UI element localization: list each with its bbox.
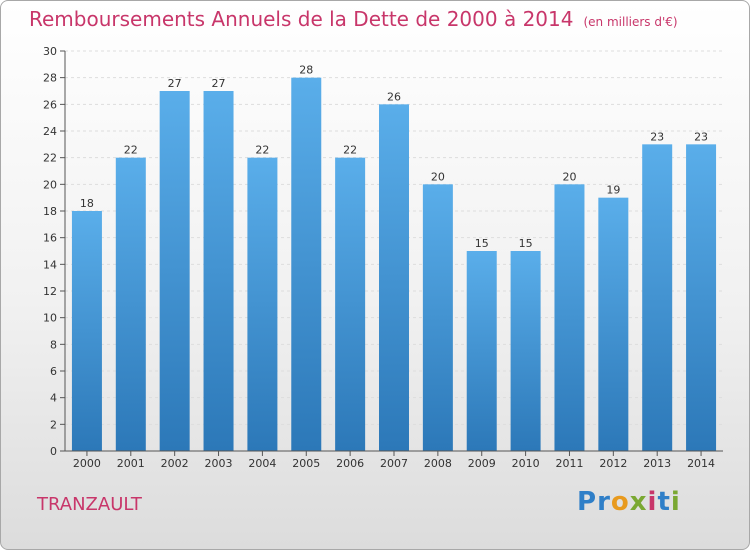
value-label: 22 <box>255 144 269 157</box>
brand-letter: x <box>629 487 648 517</box>
bar-2014 <box>686 144 717 452</box>
value-label: 28 <box>299 64 313 77</box>
x-tick-label: 2009 <box>468 457 496 470</box>
y-tick-label: 0 <box>50 445 57 458</box>
bar-2004 <box>247 157 278 451</box>
value-label: 26 <box>387 90 401 103</box>
bar-2006 <box>335 157 366 451</box>
y-tick-label: 26 <box>43 98 57 111</box>
value-label: 27 <box>168 77 182 90</box>
bar-2013 <box>642 144 673 452</box>
bars <box>71 77 717 452</box>
y-tick-label: 4 <box>50 392 57 405</box>
x-tick-label: 2013 <box>643 457 671 470</box>
brand-letter: P <box>577 487 598 517</box>
x-tick-label: 2014 <box>687 457 715 470</box>
bar-2011 <box>554 184 585 452</box>
y-tick-label: 22 <box>43 152 57 165</box>
bar-2012 <box>598 197 629 451</box>
chart-subtitle: (en milliers d'€) <box>583 15 678 29</box>
value-label: 19 <box>606 184 620 197</box>
bar-2007 <box>379 104 409 451</box>
brand-letter: i <box>670 487 681 517</box>
bar-2003 <box>203 91 234 451</box>
x-tick-label: 2002 <box>161 457 189 470</box>
x-tick-label: 2010 <box>512 457 540 470</box>
y-tick-label: 30 <box>43 45 57 58</box>
y-tick-label: 20 <box>43 178 57 191</box>
x-tick-label: 2007 <box>380 457 408 470</box>
value-label: 27 <box>212 77 226 90</box>
value-label: 23 <box>650 130 664 143</box>
value-label: 22 <box>343 144 357 157</box>
y-tick-label: 12 <box>43 285 57 298</box>
commune-name: TRANZAULT <box>37 494 142 515</box>
x-tick-label: 2005 <box>292 457 320 470</box>
bar-2010 <box>510 251 541 451</box>
value-label: 20 <box>562 170 576 183</box>
bar-2001 <box>115 157 146 451</box>
y-tick-label: 10 <box>43 312 57 325</box>
bar-2000 <box>71 211 102 451</box>
value-label: 18 <box>80 197 94 210</box>
x-tick-label: 2003 <box>205 457 233 470</box>
chart-title: Remboursements Annuels de la Dette de 20… <box>29 7 574 31</box>
x-tick-label: 2004 <box>248 457 276 470</box>
y-tick-label: 16 <box>43 232 57 245</box>
y-tick-label: 14 <box>43 258 57 271</box>
y-tick-label: 28 <box>43 72 57 85</box>
value-label: 20 <box>431 170 445 183</box>
x-tick-label: 2006 <box>336 457 364 470</box>
title-row: Remboursements Annuels de la Dette de 20… <box>29 7 678 31</box>
x-tick-label: 2001 <box>117 457 145 470</box>
labels: 0246810121416182022242628301820002220012… <box>43 45 715 470</box>
y-tick-label: 2 <box>50 418 57 431</box>
proxiti-logo: Proxiti <box>577 487 681 517</box>
bar-2002 <box>159 91 190 451</box>
axes <box>60 50 723 456</box>
x-tick-label: 2012 <box>599 457 627 470</box>
x-tick-label: 2000 <box>73 457 101 470</box>
bar-2008 <box>422 184 453 452</box>
y-tick-label: 24 <box>43 125 57 138</box>
brand-letter: i <box>647 487 658 517</box>
x-tick-label: 2008 <box>424 457 452 470</box>
x-tick-label: 2011 <box>555 457 583 470</box>
value-label: 22 <box>124 144 138 157</box>
brand-letter: t <box>657 487 671 517</box>
y-tick-label: 18 <box>43 205 57 218</box>
y-tick-label: 8 <box>50 338 57 351</box>
bar-2005 <box>291 77 322 452</box>
value-label: 15 <box>475 237 489 250</box>
value-label: 15 <box>519 237 533 250</box>
y-tick-label: 6 <box>50 365 57 378</box>
bar-2009 <box>466 251 497 451</box>
value-label: 23 <box>694 130 708 143</box>
brand-letter: r <box>597 487 611 517</box>
brand-letter: o <box>610 487 630 517</box>
